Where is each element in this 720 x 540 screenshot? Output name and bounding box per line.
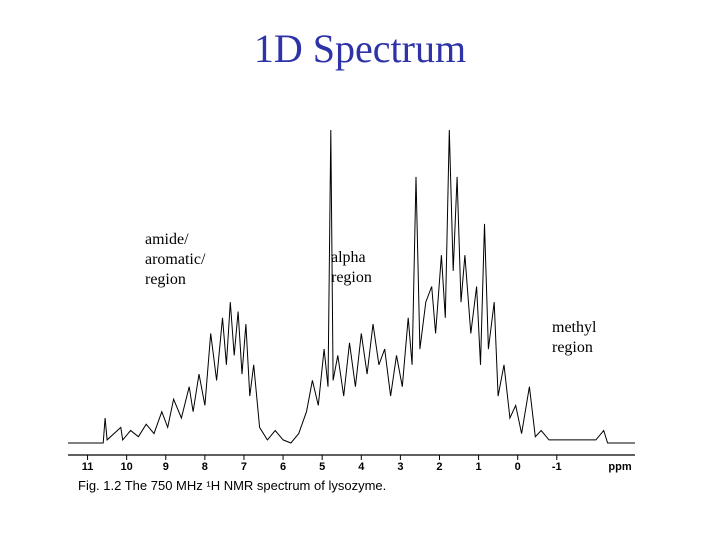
x-axis-label: ppm bbox=[608, 461, 631, 473]
region-label: region bbox=[145, 271, 186, 288]
region-label: amide/ bbox=[145, 231, 189, 248]
x-tick-label: 7 bbox=[241, 461, 247, 473]
x-tick-label: 3 bbox=[397, 461, 403, 473]
slide-title: 1D Spectrum bbox=[254, 26, 466, 71]
x-tick-label: 4 bbox=[358, 461, 365, 473]
figure-caption: Fig. 1.2 The 750 MHz ¹H NMR spectrum of … bbox=[78, 478, 386, 493]
region-label: aromatic/ bbox=[145, 251, 206, 268]
x-tick-label: 8 bbox=[202, 461, 208, 473]
region-label: methyl bbox=[552, 319, 597, 336]
x-tick-label: 2 bbox=[436, 461, 442, 473]
region-label: region bbox=[331, 269, 372, 286]
x-tick-label: 1 bbox=[476, 461, 482, 473]
x-tick-label: 11 bbox=[82, 461, 94, 473]
x-tick-label: 9 bbox=[163, 461, 169, 473]
region-label: alpha bbox=[331, 249, 366, 266]
x-tick-label: 0 bbox=[515, 461, 521, 473]
x-tick-label: 6 bbox=[280, 461, 286, 473]
spectrum-line bbox=[68, 129, 635, 444]
region-label: region bbox=[552, 339, 593, 356]
x-tick-label: -1 bbox=[552, 461, 562, 473]
x-tick-label: 5 bbox=[319, 461, 325, 473]
x-tick-label: 10 bbox=[121, 461, 133, 473]
